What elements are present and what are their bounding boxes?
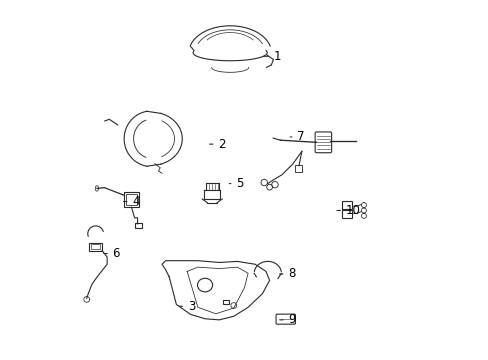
Text: 7: 7: [297, 130, 304, 144]
Text: 10: 10: [345, 204, 360, 217]
Text: 6: 6: [112, 247, 120, 260]
Bar: [124, 192, 139, 207]
Bar: [294, 165, 301, 172]
Bar: [91, 244, 100, 249]
Bar: [89, 243, 102, 251]
Bar: [342, 201, 352, 209]
Text: 3: 3: [187, 300, 195, 313]
Bar: [223, 300, 229, 305]
Text: 8: 8: [287, 267, 295, 280]
Text: 2: 2: [218, 138, 225, 150]
Text: 9: 9: [287, 313, 295, 327]
Text: 5: 5: [236, 177, 243, 190]
Text: 1: 1: [273, 50, 281, 63]
Bar: [342, 211, 352, 219]
Text: 4: 4: [132, 195, 140, 208]
Bar: [126, 194, 137, 205]
Bar: [135, 223, 142, 228]
